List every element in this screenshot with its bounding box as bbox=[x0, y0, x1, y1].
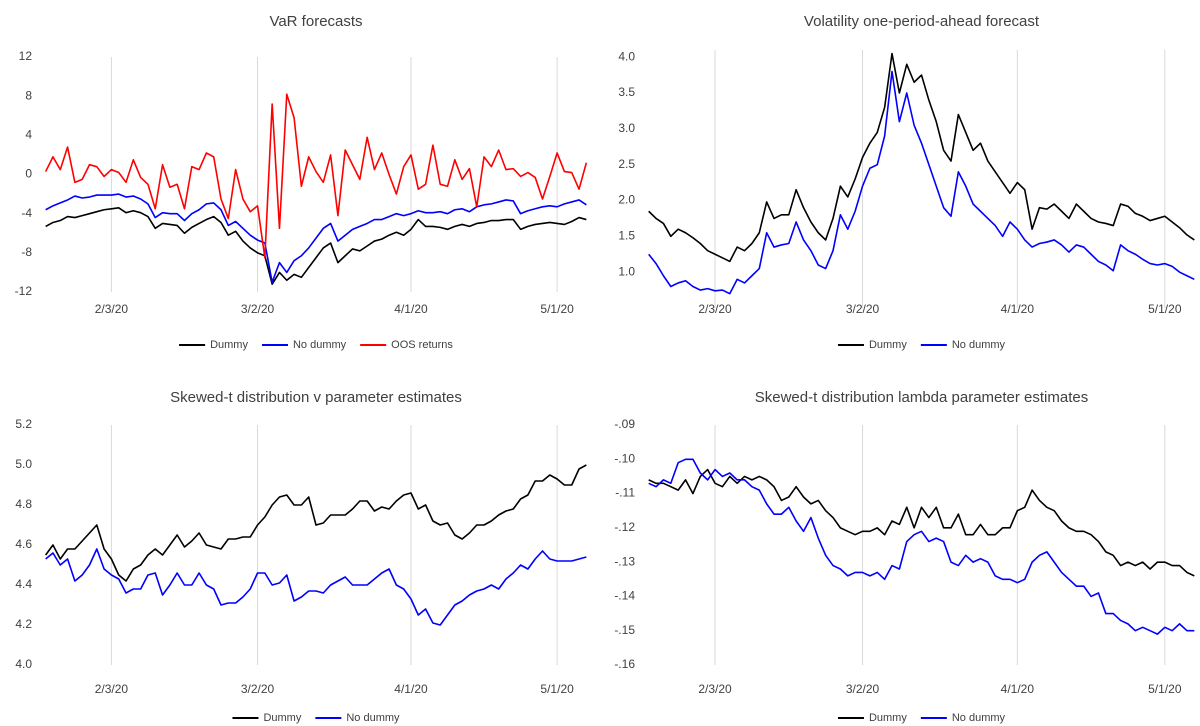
y-tick-label: 3.0 bbox=[618, 121, 635, 135]
y-tick-label: -.15 bbox=[614, 623, 635, 637]
legend-label: No dummy bbox=[952, 712, 1006, 724]
panel: 1.0 1.5 2.0 2.5 3.0 3.5 4.0 2/3/20 3/2/20 4/1/20 5… bbox=[618, 13, 1195, 351]
y-tick-label: 4.0 bbox=[618, 49, 635, 63]
legend: Dummy No dummy bbox=[837, 339, 1006, 351]
legend: Dummy No dummy bbox=[837, 712, 1006, 724]
y-tick-label: -4 bbox=[21, 206, 32, 220]
y-tick-label: -8 bbox=[21, 245, 32, 259]
x-tick-label: 3/2/20 bbox=[241, 682, 275, 696]
y-tick-label: 5.2 bbox=[15, 417, 32, 431]
y-tick-label: 4.2 bbox=[15, 617, 32, 631]
series-line bbox=[648, 458, 1195, 635]
x-tick-label: 4/1/20 bbox=[394, 682, 428, 696]
y-tick-label: 5.0 bbox=[15, 457, 32, 471]
x-tick-label: 4/1/20 bbox=[394, 302, 428, 316]
y-tick-label: -.10 bbox=[614, 451, 635, 465]
y-tick-label: 4 bbox=[25, 128, 32, 142]
legend-label: Dummy bbox=[210, 339, 248, 351]
y-tick-label: 0 bbox=[25, 167, 32, 181]
y-tick-label: 4.8 bbox=[15, 497, 32, 511]
series-line bbox=[45, 193, 587, 284]
series-line bbox=[45, 206, 587, 285]
x-tick-label: 5/1/20 bbox=[540, 302, 574, 316]
y-tick-label: 2.0 bbox=[618, 193, 635, 207]
x-tick-label: 3/2/20 bbox=[846, 302, 880, 316]
series-line bbox=[44, 93, 588, 259]
legend-label: No dummy bbox=[952, 339, 1006, 351]
y-tick-label: -.11 bbox=[615, 486, 635, 500]
series-line bbox=[45, 548, 587, 626]
y-tick-label: -.14 bbox=[614, 589, 635, 603]
y-tick-label: 1.0 bbox=[618, 264, 635, 278]
legend-label: OOS returns bbox=[391, 339, 453, 351]
panel: 4.0 4.2 4.4 4.6 4.8 5.0 5.2 2/3/20 3/2/20 4/1/20 5… bbox=[15, 389, 587, 724]
x-tick-label: 2/3/20 bbox=[95, 682, 129, 696]
panel: -.16 -.15 -.14 -.13 -.12 -.11 -.10 -.09 2/3/20 3/… bbox=[614, 389, 1195, 724]
y-tick-label: 4.6 bbox=[15, 537, 32, 551]
y-tick-label: 8 bbox=[25, 88, 32, 102]
y-tick-label: 4.0 bbox=[15, 657, 32, 671]
legend-label: No dummy bbox=[293, 339, 347, 351]
x-tick-label: 2/3/20 bbox=[95, 302, 129, 316]
y-tick-label: -.16 bbox=[614, 657, 635, 671]
legend: Dummy No dummy bbox=[232, 712, 400, 724]
chart-title: Skewed-t distribution lambda parameter e… bbox=[755, 389, 1089, 406]
x-tick-label: 4/1/20 bbox=[1001, 302, 1035, 316]
panel: -12 -8 -4 0 4 8 12 2/3/20 3/2/20 4/1/20 5/1/20 Dumm… bbox=[15, 13, 588, 351]
series-line bbox=[648, 70, 1195, 295]
y-tick-label: 3.5 bbox=[618, 85, 635, 99]
x-tick-label: 3/2/20 bbox=[846, 682, 880, 696]
legend-label: Dummy bbox=[869, 712, 907, 724]
legend: Dummy No dummy OOS returns bbox=[179, 339, 453, 351]
series-line bbox=[45, 464, 587, 582]
x-tick-label: 5/1/20 bbox=[1148, 682, 1182, 696]
y-tick-label: -.13 bbox=[614, 554, 635, 568]
x-tick-label: 3/2/20 bbox=[241, 302, 275, 316]
y-tick-label: -.09 bbox=[614, 417, 635, 431]
chart-title: Skewed-t distribution v parameter estima… bbox=[170, 389, 462, 406]
legend-label: No dummy bbox=[346, 712, 400, 724]
y-tick-label: -.12 bbox=[614, 520, 635, 534]
x-tick-label: 5/1/20 bbox=[540, 682, 574, 696]
y-tick-label: 4.4 bbox=[15, 577, 32, 591]
y-tick-label: 2.5 bbox=[618, 157, 635, 171]
x-tick-label: 5/1/20 bbox=[1148, 302, 1182, 316]
legend-label: Dummy bbox=[869, 339, 907, 351]
chart-title: Volatility one-period-ahead forecast bbox=[804, 13, 1040, 30]
x-tick-label: 2/3/20 bbox=[698, 302, 732, 316]
series-line bbox=[648, 468, 1195, 577]
y-tick-label: 12 bbox=[19, 49, 33, 63]
y-tick-label: 1.5 bbox=[618, 229, 635, 243]
legend-label: Dummy bbox=[263, 712, 301, 724]
y-tick-label: -12 bbox=[15, 284, 33, 298]
series-line bbox=[648, 52, 1195, 263]
x-tick-label: 2/3/20 bbox=[698, 682, 732, 696]
chart-title: VaR forecasts bbox=[269, 13, 362, 30]
x-tick-label: 4/1/20 bbox=[1001, 682, 1035, 696]
